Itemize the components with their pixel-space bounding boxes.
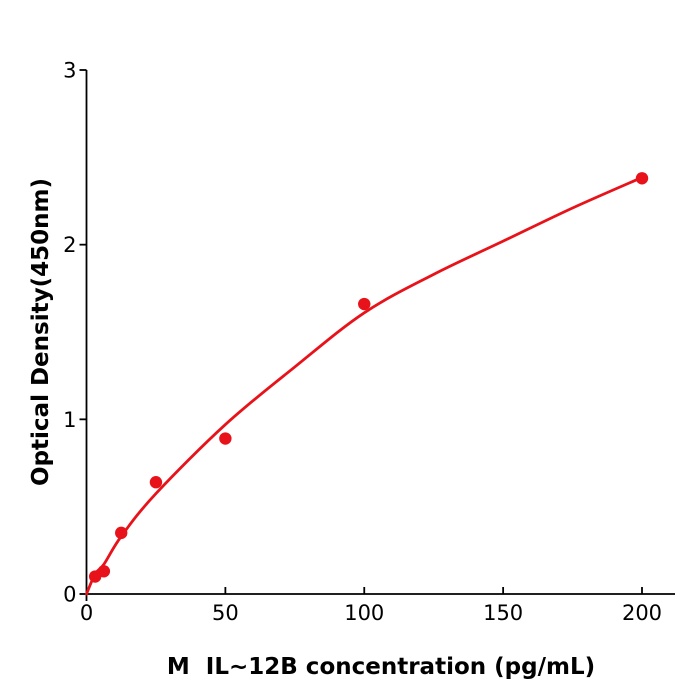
x-tick-label: 200 [622,601,662,625]
x-tick-label: 150 [483,601,523,625]
data-point [219,432,232,445]
y-tick-label: 1 [63,408,76,432]
y-tick-label: 3 [63,59,76,83]
data-point [149,476,163,489]
x-tick-label: 0 [80,601,93,625]
data-point [635,172,649,185]
x-tick-label: 100 [344,601,384,625]
y-axis-label: Optical Density(450nm) [28,178,54,486]
y-tick-label: 0 [63,583,76,607]
data-point [358,297,371,311]
y-tick-label: 2 [63,233,76,257]
x-tick-label: 50 [212,601,239,625]
x-axis-label: M IL~12B concentration (pg/mL) [166,654,596,680]
fit-curve [85,176,644,596]
data-point [97,565,111,578]
data-point [115,526,128,540]
